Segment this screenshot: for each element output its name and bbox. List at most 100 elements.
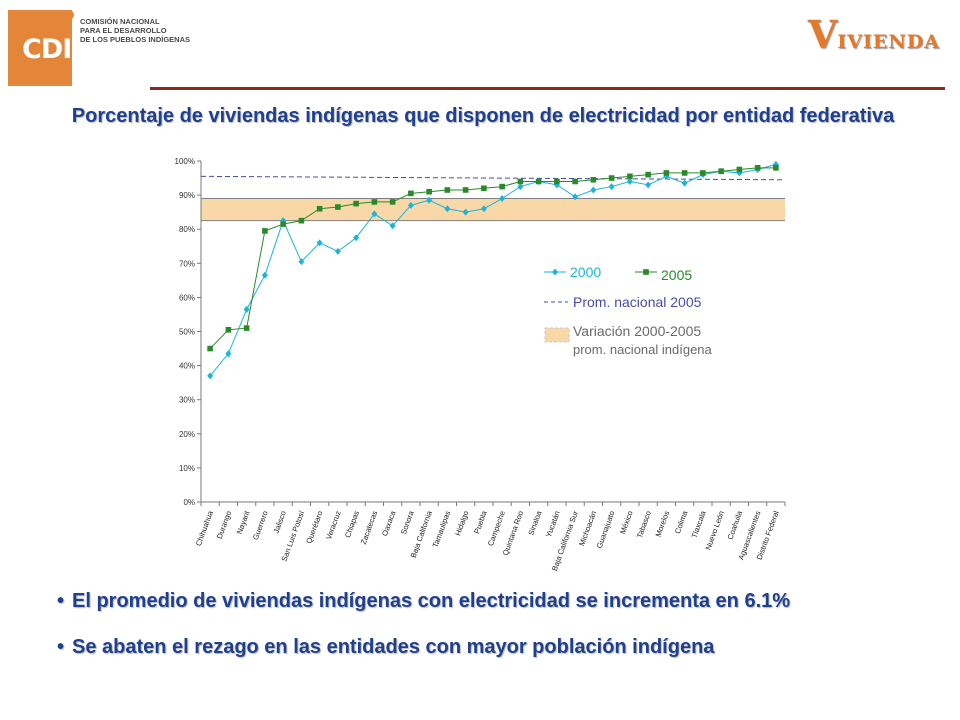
- bullet-marker: •: [57, 590, 65, 612]
- y-tick-label: 70%: [179, 259, 195, 268]
- legend-label-band-line2: prom. nacional indígena: [573, 342, 713, 357]
- x-tick-label: Sinaloa: [526, 509, 543, 537]
- legend-swatch-band: [544, 327, 570, 343]
- variation-band: [201, 198, 785, 221]
- logo-letters: CDI: [22, 34, 72, 65]
- point-2005: [754, 165, 761, 171]
- x-tick-label: Nuevo León: [704, 510, 726, 552]
- point-2000: [407, 201, 414, 209]
- bullet-item-1: • El promedio de viviendas indígenas con …: [57, 590, 790, 613]
- x-tick-label: Hidalgo: [453, 510, 470, 537]
- x-tick-label: Michoacán: [577, 510, 598, 548]
- point-2005: [590, 176, 597, 183]
- y-tick-label: 0%: [183, 498, 195, 507]
- point-2005: [645, 171, 651, 178]
- y-tick-label: 60%: [179, 293, 195, 302]
- point-2000: [444, 205, 451, 213]
- point-2000: [480, 205, 487, 213]
- point-2005: [517, 178, 524, 185]
- point-2005: [444, 187, 451, 193]
- x-tick-label: Guanajuato: [595, 510, 617, 550]
- x-tick-label: Yucatán: [544, 510, 562, 539]
- y-tick-label: 10%: [179, 464, 195, 473]
- point-2000: [499, 195, 506, 203]
- series-line-2005: [209, 167, 776, 349]
- point-2000: [261, 271, 268, 279]
- logo-text: COMISIÓN NACIONAL PARA EL DESARROLLO DE …: [80, 17, 190, 44]
- point-2005: [736, 166, 743, 173]
- point-2000: [225, 350, 232, 358]
- point-2000: [626, 177, 633, 185]
- x-tick-label: Campeche: [486, 510, 507, 548]
- x-tick-label: Sonora: [399, 509, 416, 536]
- point-2005: [481, 185, 487, 192]
- x-tick-label: Tabasco: [635, 510, 653, 540]
- point-2000: [426, 196, 433, 204]
- series-line-2000: [209, 163, 777, 377]
- bullet-text-1: El promedio de viviendas indígenas con e…: [72, 590, 791, 612]
- header-rule: [150, 87, 945, 90]
- x-tick-label: Colima: [673, 509, 690, 535]
- point-2000: [572, 193, 579, 201]
- point-2000: [334, 247, 341, 255]
- x-tick-label: Zacatecas: [359, 509, 380, 545]
- x-tick-label: Morelos: [654, 509, 672, 538]
- x-tick-label: México: [618, 510, 635, 536]
- logo-text-line-2: PARA EL DESARROLLO: [80, 26, 167, 35]
- x-tick-label: Tamaulipas: [431, 509, 453, 548]
- point-2000: [243, 305, 250, 313]
- logo-text-line-1: COMISIÓN NACIONAL: [80, 17, 160, 26]
- point-2000: [371, 210, 378, 218]
- point-2005: [371, 199, 378, 205]
- point-2005: [316, 205, 323, 212]
- point-2000: [681, 179, 688, 187]
- y-tick-label: 100%: [175, 157, 195, 166]
- point-2005: [408, 190, 414, 197]
- y-tick-label: 90%: [179, 191, 195, 200]
- legend-marker-2000: [552, 268, 558, 276]
- y-tick-label: 30%: [179, 396, 195, 405]
- point-2000: [389, 222, 396, 230]
- point-2005: [280, 221, 286, 227]
- y-tick-label: 50%: [179, 328, 195, 337]
- point-2005: [389, 199, 396, 205]
- point-2000: [353, 234, 360, 242]
- y-tick-label: 40%: [179, 362, 195, 371]
- point-2005: [663, 170, 670, 176]
- point-2005: [773, 165, 779, 171]
- x-tick-label: Querétaro: [304, 510, 324, 545]
- legend-label-2000: 2000: [570, 264, 601, 280]
- x-tick-label: Oaxaca: [380, 509, 398, 537]
- legend-label-average: Prom. nacional 2005: [573, 294, 702, 310]
- x-tick-label: Jalisco: [272, 510, 288, 535]
- bullet-item-2: • Se abaten el rezago en las entidades co…: [57, 636, 714, 659]
- brand-initial: V: [807, 12, 838, 57]
- point-2005: [681, 170, 688, 176]
- point-2000: [645, 181, 652, 189]
- point-2000: [462, 208, 469, 216]
- point-2005: [462, 187, 469, 193]
- x-tick-label: Chihuahua: [194, 509, 215, 547]
- point-2005: [335, 204, 341, 210]
- point-2005: [207, 345, 213, 352]
- logo-dot: [64, 10, 74, 20]
- point-2005: [262, 228, 268, 234]
- bullet-text-2: Se abaten el rezago en las entidades con…: [72, 636, 715, 658]
- point-2000: [207, 372, 214, 380]
- x-tick-label: Tlaxcala: [690, 509, 708, 539]
- legend-label-2005: 2005: [661, 267, 692, 283]
- legend-label-band: Variación 2000-2005: [573, 323, 701, 339]
- x-tick-label: Veracruz: [324, 509, 343, 540]
- point-2000: [298, 258, 305, 266]
- point-2000: [517, 183, 524, 191]
- point-2000: [316, 239, 323, 247]
- point-2005: [572, 178, 578, 185]
- page-title: Porcentaje de viviendas indígenas que di…: [71, 105, 895, 127]
- point-2005: [426, 188, 432, 195]
- legend-marker-2005: [643, 269, 649, 275]
- section-brand: VIVIENDA: [808, 12, 940, 57]
- national-average-line: [200, 175, 786, 181]
- y-tick-label: 80%: [179, 225, 195, 234]
- point-2000: [608, 183, 615, 191]
